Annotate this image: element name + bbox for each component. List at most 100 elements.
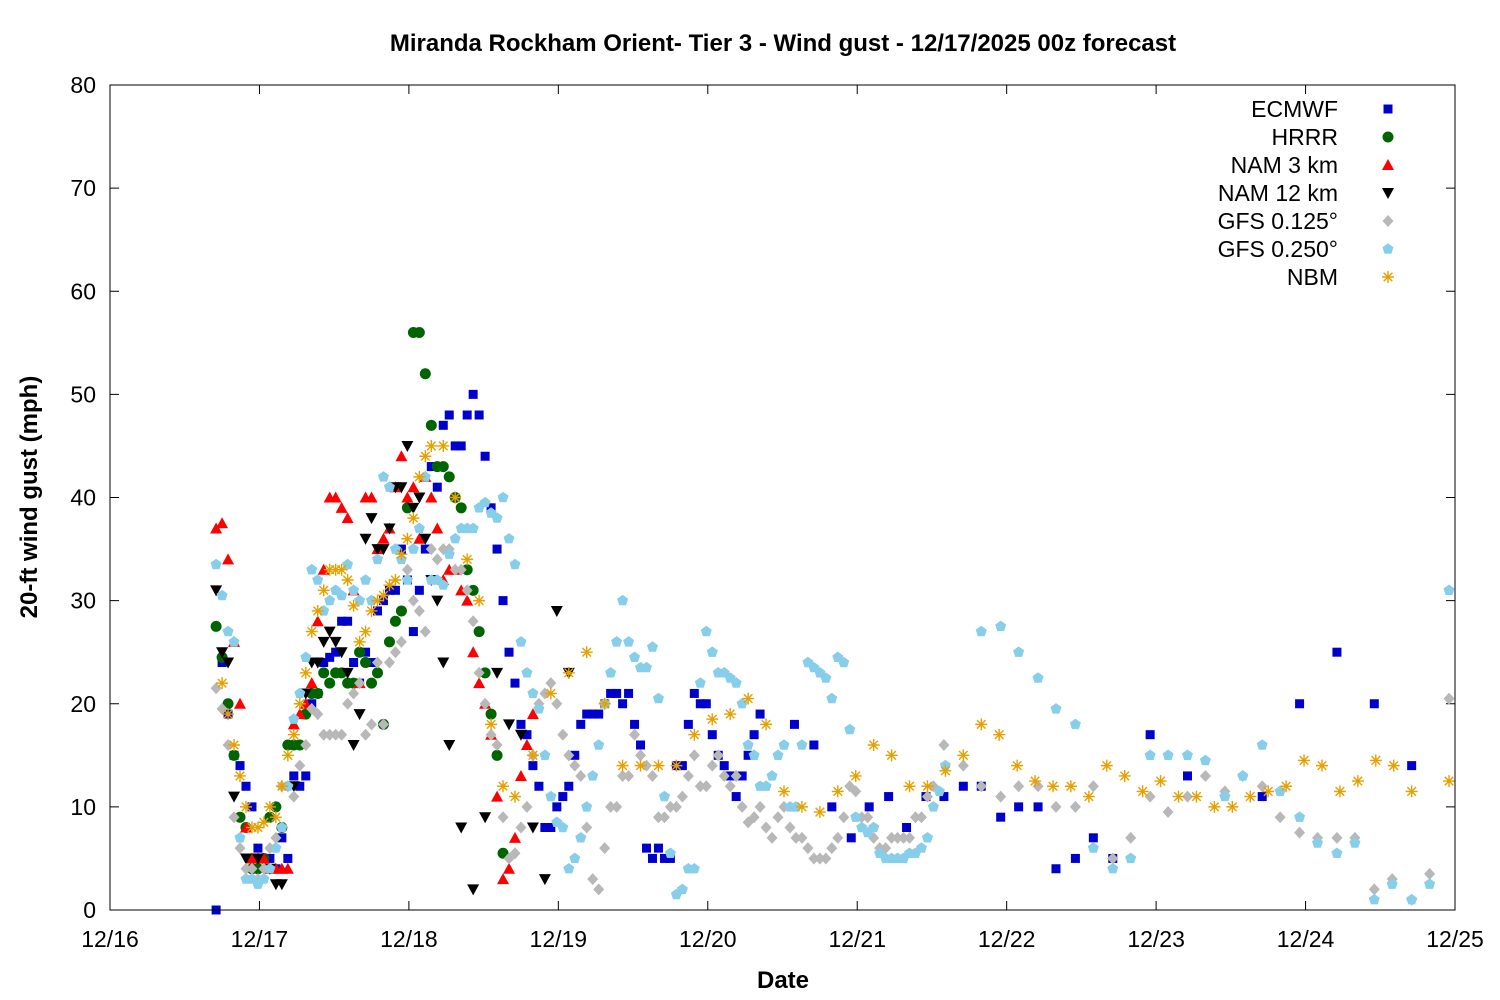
data-point — [795, 800, 808, 813]
data-point — [902, 823, 912, 832]
data-point — [694, 677, 706, 688]
data-point — [1172, 790, 1185, 803]
legend-label: NAM 12 km — [1218, 180, 1338, 206]
data-point — [401, 563, 413, 576]
data-point — [455, 502, 467, 514]
data-point — [1312, 837, 1323, 848]
data-point — [526, 708, 539, 720]
data-point — [646, 769, 658, 782]
data-point — [407, 543, 419, 554]
data-point — [419, 450, 432, 463]
legend-marker — [1382, 188, 1394, 199]
data-point — [1107, 852, 1119, 865]
data-point — [251, 853, 264, 865]
data-point — [755, 709, 765, 719]
data-point — [395, 450, 408, 462]
data-point — [1013, 646, 1025, 657]
data-point — [383, 523, 396, 535]
data-point — [766, 831, 778, 844]
data-point — [401, 440, 414, 452]
legend-marker — [1382, 215, 1394, 227]
data-point — [563, 749, 575, 762]
data-point — [354, 677, 366, 690]
data-point — [1226, 800, 1239, 813]
data-point — [867, 739, 880, 751]
data-point — [688, 863, 700, 874]
data-point — [582, 709, 592, 719]
data-point — [317, 584, 330, 597]
data-point — [539, 749, 551, 760]
data-point — [921, 780, 934, 793]
data-point — [331, 647, 341, 657]
data-point — [933, 785, 945, 797]
data-point — [617, 594, 629, 606]
data-point — [395, 548, 408, 561]
x-tick-label: 12/16 — [81, 926, 139, 952]
data-point — [491, 790, 504, 802]
data-point — [288, 713, 300, 724]
data-point — [1331, 831, 1343, 844]
data-point — [1118, 769, 1131, 782]
data-point — [514, 729, 527, 741]
data-point — [892, 831, 904, 844]
data-point — [1298, 754, 1311, 767]
data-point — [689, 688, 699, 698]
data-point — [479, 496, 491, 508]
data-point — [1051, 864, 1061, 874]
data-point — [408, 627, 418, 637]
data-point — [413, 470, 426, 483]
data-point — [927, 801, 939, 812]
data-point — [538, 874, 551, 886]
data-point — [580, 646, 593, 659]
data-point — [701, 699, 711, 709]
data-point — [576, 719, 586, 729]
data-point — [1219, 790, 1231, 802]
data-point — [257, 816, 270, 829]
data-point — [1144, 790, 1156, 803]
data-point — [341, 574, 354, 586]
data-point — [437, 439, 450, 452]
legend-label: HRRR — [1272, 124, 1338, 150]
data-point — [1443, 692, 1455, 705]
data-point — [234, 769, 247, 782]
data-point — [419, 533, 432, 545]
legend-marker — [1383, 104, 1393, 114]
data-point — [688, 728, 701, 741]
x-tick-label: 12/19 — [530, 926, 588, 952]
data-point — [294, 687, 306, 699]
data-point — [443, 548, 455, 559]
data-point — [612, 688, 622, 698]
data-point — [676, 883, 688, 895]
data-point — [467, 646, 480, 658]
data-point — [239, 853, 252, 865]
data-point — [354, 646, 366, 658]
data-point — [342, 697, 354, 710]
data-point — [652, 692, 664, 704]
data-point — [557, 821, 569, 833]
data-point — [820, 672, 832, 683]
data-point — [706, 759, 718, 772]
data-point — [281, 862, 294, 874]
data-point — [275, 780, 288, 793]
data-point — [706, 713, 719, 726]
data-point — [624, 688, 634, 698]
data-point — [431, 553, 443, 566]
data-point — [850, 811, 862, 822]
data-point — [664, 800, 676, 813]
data-point — [1107, 863, 1119, 874]
data-point — [742, 692, 755, 705]
data-point — [957, 759, 969, 772]
data-point — [652, 759, 665, 772]
data-point — [228, 811, 240, 824]
data-point — [365, 604, 378, 617]
data-point — [515, 636, 527, 647]
data-point — [1046, 780, 1059, 793]
data-point — [366, 718, 378, 731]
data-point — [360, 657, 372, 668]
data-point — [1295, 699, 1305, 709]
data-point — [329, 636, 342, 648]
data-point — [335, 501, 348, 513]
data-point — [635, 749, 647, 762]
data-point — [263, 800, 276, 813]
data-point — [497, 873, 510, 885]
